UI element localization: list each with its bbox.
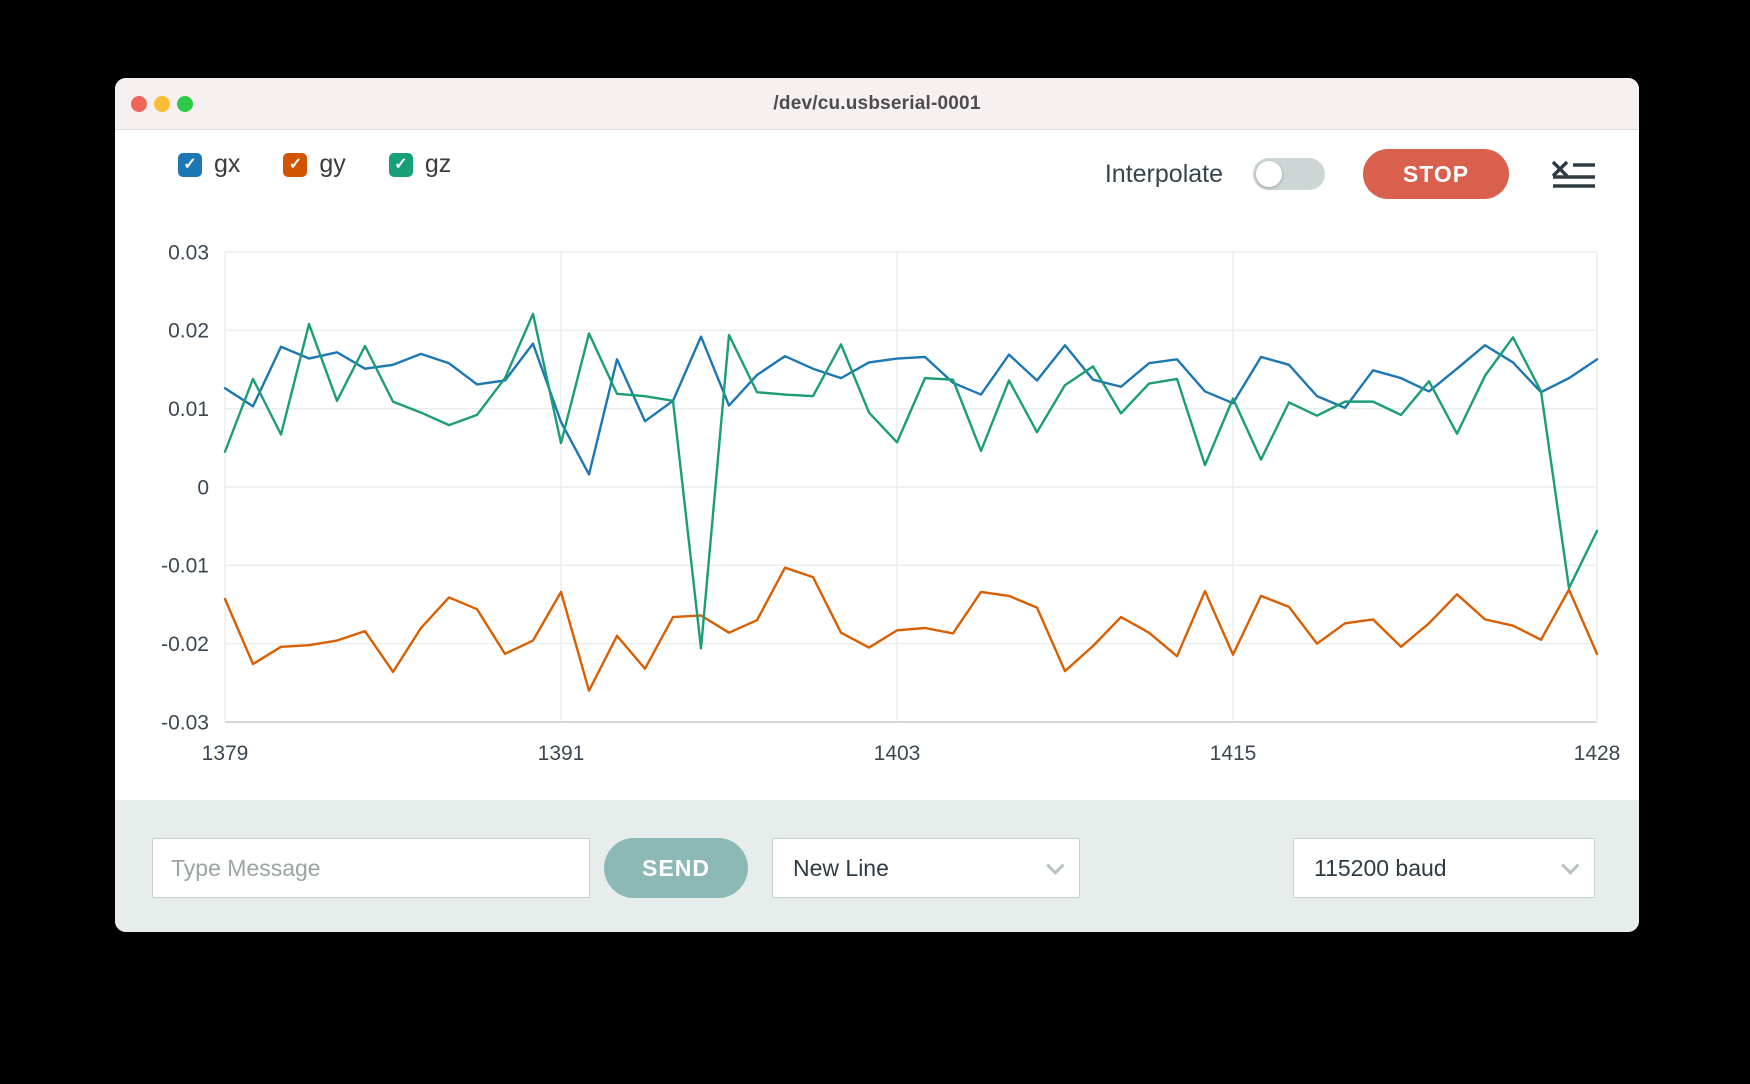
line-ending-value: New Line [793, 854, 889, 881]
legend-label: gx [214, 150, 241, 178]
svg-text:1403: 1403 [874, 742, 921, 765]
traffic-lights [131, 78, 193, 129]
zoom-window-icon[interactable] [177, 95, 193, 112]
chevron-down-icon [1561, 855, 1580, 875]
series-legend: ✓ gx ✓ gy ✓ gz [178, 150, 451, 179]
legend-item-gy[interactable]: ✓ gy [283, 150, 346, 179]
svg-text:1391: 1391 [538, 742, 585, 765]
gy-checkbox[interactable]: ✓ [283, 152, 308, 177]
baud-rate-value: 115200 baud [1314, 854, 1447, 881]
svg-text:0.03: 0.03 [168, 241, 209, 264]
svg-text:-0.01: -0.01 [161, 555, 209, 578]
chevron-down-icon [1046, 855, 1065, 875]
line-ending-select[interactable]: New Line [772, 838, 1080, 898]
check-icon: ✓ [394, 155, 408, 173]
message-input[interactable] [152, 838, 590, 898]
legend-label: gz [424, 150, 452, 178]
send-button[interactable]: SEND [604, 838, 748, 898]
check-icon: ✓ [183, 155, 197, 173]
legend-item-gz[interactable]: ✓ gz [388, 150, 452, 179]
gx-checkbox[interactable]: ✓ [178, 152, 202, 177]
svg-text:-0.03: -0.03 [161, 711, 209, 734]
check-icon: ✓ [288, 155, 303, 173]
titlebar: /dev/cu.usbserial-0001 [115, 78, 1639, 130]
close-window-icon[interactable] [131, 95, 147, 112]
window-title: /dev/cu.usbserial-0001 [773, 92, 981, 114]
svg-text:0.02: 0.02 [168, 320, 209, 343]
serial-plotter-window: /dev/cu.usbserial-0001 ✓ gx ✓ gy ✓ gz In… [115, 78, 1639, 932]
svg-text:1428: 1428 [1574, 742, 1621, 765]
svg-text:1415: 1415 [1210, 742, 1257, 765]
controls-row: ✓ gx ✓ gy ✓ gz Interpolate STOP [115, 144, 1639, 204]
svg-text:0.01: 0.01 [168, 398, 209, 421]
stop-button[interactable]: STOP [1363, 149, 1509, 199]
message-bar: SEND New Line 115200 baud [115, 800, 1639, 932]
interpolate-label: Interpolate [1104, 159, 1223, 188]
toggle-knob [1256, 161, 1282, 187]
minimize-window-icon[interactable] [154, 95, 170, 112]
svg-text:0: 0 [197, 476, 209, 499]
interpolate-toggle[interactable] [1253, 158, 1325, 190]
right-controls: Interpolate STOP [1105, 144, 1597, 204]
line-chart: 0.03 0.02 0.01 0 -0.01 -0.02 -0.03 1379 1391 1403… [161, 241, 1621, 765]
svg-text:1379: 1379 [202, 742, 249, 765]
legend-label: gy [319, 150, 346, 178]
legend-item-gx[interactable]: ✓ gx [178, 150, 240, 179]
baud-rate-select[interactable]: 115200 baud [1293, 838, 1595, 898]
clear-console-icon[interactable] [1551, 159, 1597, 189]
gz-checkbox[interactable]: ✓ [388, 152, 413, 177]
svg-text:-0.02: -0.02 [161, 633, 209, 656]
